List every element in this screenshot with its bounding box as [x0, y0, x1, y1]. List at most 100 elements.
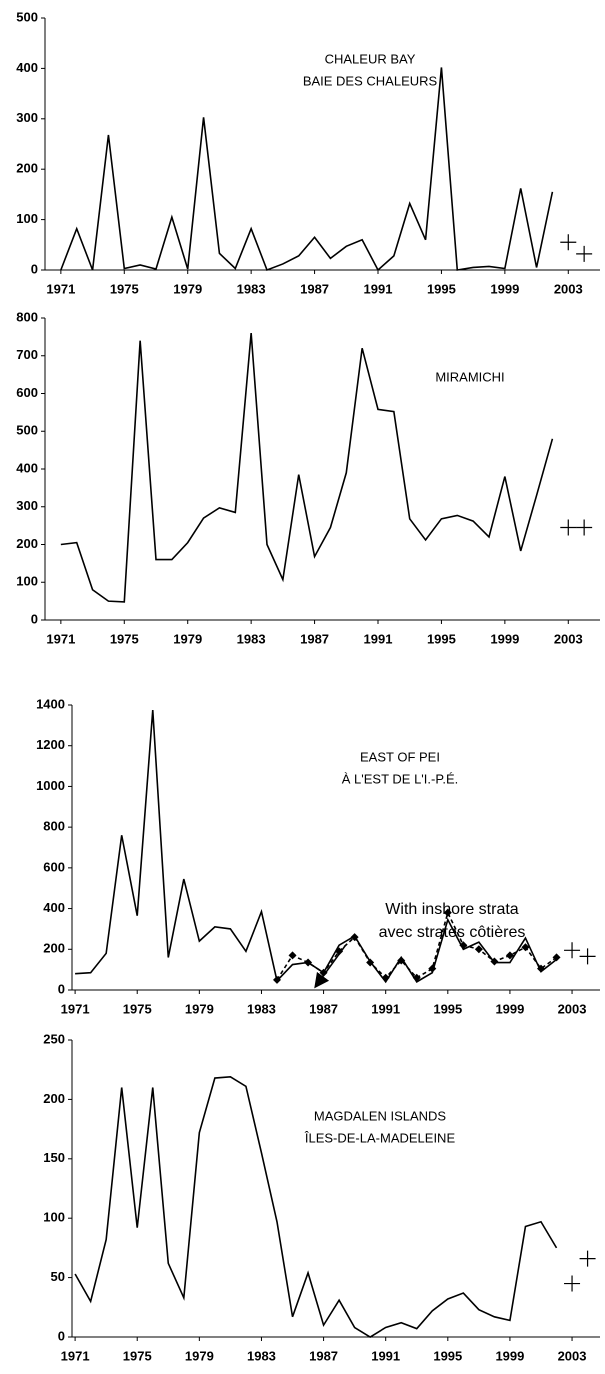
diamond-marker [381, 973, 390, 982]
y-tick-label: 0 [58, 981, 65, 996]
x-tick-label: 2003 [554, 631, 583, 646]
series-line [75, 710, 558, 984]
x-tick-label: 1987 [309, 1348, 338, 1363]
y-tick-label: 100 [43, 1210, 65, 1225]
y-tick-label: 300 [16, 110, 38, 125]
diamond-marker [536, 964, 545, 973]
projection-marker [576, 519, 593, 536]
x-tick-label: 1991 [371, 1348, 400, 1363]
diamond-marker [552, 953, 561, 962]
projection-marker [579, 948, 596, 965]
y-tick-label: 50 [51, 1269, 65, 1284]
x-tick-label: 1999 [490, 631, 519, 646]
x-tick-label: 1999 [495, 1001, 524, 1016]
x-tick-label: 1979 [173, 281, 202, 296]
projection-marker [576, 245, 593, 262]
y-tick-label: 1200 [36, 737, 65, 752]
y-tick-label: 400 [43, 900, 65, 915]
panel-title: EAST OF PEI [360, 749, 440, 764]
y-tick-label: 100 [16, 211, 38, 226]
annotation: With inshore strata [385, 901, 518, 918]
panel-title: MIRAMICHI [435, 369, 504, 384]
x-tick-label: 1999 [490, 281, 519, 296]
x-tick-label: 2003 [558, 1348, 587, 1363]
y-tick-label: 600 [16, 385, 38, 400]
x-tick-label: 1995 [427, 281, 456, 296]
x-tick-label: 1999 [495, 1348, 524, 1363]
y-tick-label: 200 [43, 941, 65, 956]
y-tick-label: 200 [16, 536, 38, 551]
y-tick-label: 1400 [36, 696, 65, 711]
panel-title: À L'EST DE L'I.-P.É. [342, 771, 458, 786]
x-tick-label: 1995 [433, 1348, 462, 1363]
diamond-marker [319, 968, 328, 977]
y-tick-label: 500 [16, 423, 38, 438]
x-tick-label: 1975 [110, 631, 139, 646]
diamond-marker [350, 933, 359, 942]
y-tick-label: 1000 [36, 778, 65, 793]
x-tick-label: 1971 [46, 631, 75, 646]
panel-title: BAIE DES CHALEURS [303, 73, 438, 88]
diamond-marker [490, 957, 499, 966]
x-tick-label: 1975 [110, 281, 139, 296]
x-tick-label: 1979 [185, 1001, 214, 1016]
x-tick-label: 1971 [61, 1001, 90, 1016]
y-tick-label: 250 [43, 1031, 65, 1046]
x-tick-label: 1991 [371, 1001, 400, 1016]
series-line [60, 333, 554, 603]
x-tick-label: 1983 [237, 281, 266, 296]
x-tick-label: 2003 [554, 281, 583, 296]
x-tick-label: 1987 [300, 631, 329, 646]
x-tick-label: 1987 [300, 281, 329, 296]
series-line [276, 910, 557, 981]
y-tick-label: 200 [43, 1091, 65, 1106]
y-tick-label: 0 [31, 261, 38, 276]
diamond-marker [272, 975, 281, 984]
projection-marker [560, 519, 577, 536]
y-tick-label: 800 [43, 819, 65, 834]
x-tick-label: 1979 [185, 1348, 214, 1363]
diamond-marker [366, 958, 375, 967]
x-tick-label: 1995 [433, 1001, 462, 1016]
x-tick-label: 1971 [46, 281, 75, 296]
annotation: avec strates côtières [379, 924, 526, 941]
diamond-marker [521, 943, 530, 952]
y-tick-label: 800 [16, 309, 38, 324]
y-tick-label: 400 [16, 460, 38, 475]
y-tick-label: 400 [16, 60, 38, 75]
x-tick-label: 1991 [364, 631, 393, 646]
diamond-marker [397, 956, 406, 965]
x-tick-label: 1975 [123, 1348, 152, 1363]
series-line [74, 1076, 558, 1338]
panel-title: MAGDALEN ISLANDS [314, 1108, 447, 1123]
x-tick-label: 1987 [309, 1001, 338, 1016]
y-tick-label: 100 [16, 574, 38, 589]
y-tick-label: 300 [16, 498, 38, 513]
x-tick-label: 1991 [364, 281, 393, 296]
x-tick-label: 2003 [558, 1001, 587, 1016]
y-tick-label: 600 [43, 859, 65, 874]
diamond-marker [505, 951, 514, 960]
y-tick-label: 700 [16, 347, 38, 362]
diamond-marker [443, 908, 452, 917]
panel-title: CHALEUR BAY [325, 51, 416, 66]
x-tick-label: 1983 [247, 1001, 276, 1016]
projection-marker [564, 942, 581, 959]
projection-marker [564, 1275, 581, 1292]
projection-marker [579, 1250, 596, 1267]
diamond-marker [304, 958, 313, 967]
panel-title: ÎLES-DE-LA-MADELEINE [304, 1130, 456, 1145]
x-tick-label: 1979 [173, 631, 202, 646]
y-tick-label: 0 [58, 1328, 65, 1343]
projection-marker [560, 234, 577, 251]
diamond-marker [428, 964, 437, 973]
x-tick-label: 1975 [123, 1001, 152, 1016]
y-tick-label: 500 [16, 9, 38, 24]
diamond-marker [412, 973, 421, 982]
diamond-marker [474, 945, 483, 954]
x-tick-label: 1983 [237, 631, 266, 646]
y-tick-label: 0 [31, 611, 38, 626]
x-tick-label: 1971 [61, 1348, 90, 1363]
y-tick-label: 200 [16, 161, 38, 176]
